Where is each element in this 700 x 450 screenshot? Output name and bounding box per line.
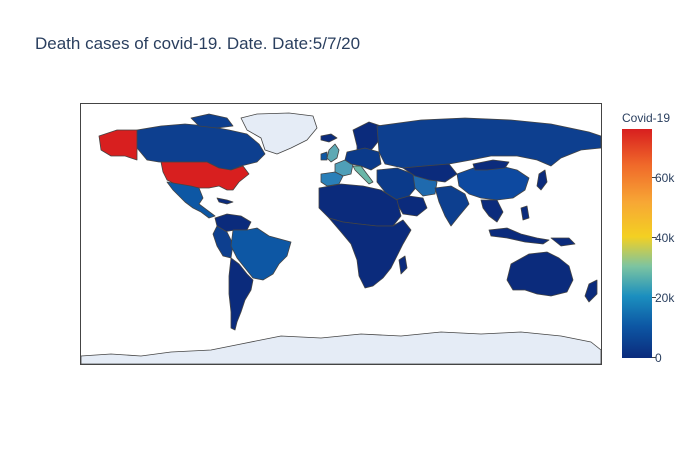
region-peru[interactable] [212,225,234,259]
colorbar-title: Covid-19 [622,111,671,125]
region-papua[interactable] [550,237,576,247]
region-central-asia[interactable] [402,163,458,183]
colorbar-tickmark [652,177,656,178]
region-italy[interactable] [352,165,374,185]
region-philippines[interactable] [520,205,530,221]
region-indonesia[interactable] [488,227,550,245]
region-china[interactable] [456,165,530,201]
region-mongolia[interactable] [472,159,510,171]
region-argentina-chile[interactable] [228,257,254,331]
region-arabia[interactable] [394,195,428,217]
region-madagascar[interactable] [398,255,408,275]
region-australia[interactable] [506,251,574,297]
region-new-zealand[interactable] [584,279,598,303]
region-alaska[interactable] [98,129,138,161]
region-southeast-asia[interactable] [480,199,504,223]
colorbar-tick-label: 40k [655,231,675,245]
colorbar-tick-label: 60k [655,171,675,185]
world-map[interactable] [80,103,602,365]
colorbar-tickmark [652,237,656,238]
region-greenland[interactable] [240,112,318,155]
colorbar-tick-label: 0 [655,351,662,365]
region-mexico[interactable] [166,181,216,219]
region-sub-saharan-africa[interactable] [328,217,412,289]
region-ireland[interactable] [320,151,328,161]
colorbar-tickmark [652,297,656,298]
region-scandinavia[interactable] [352,121,382,157]
colorbar-tickmark [652,357,656,358]
region-india[interactable] [434,185,470,227]
region-united-kingdom[interactable] [326,143,340,163]
region-caribbean[interactable] [216,197,234,205]
colorbar [622,129,652,358]
region-antarctica[interactable] [81,331,601,364]
region-iceland[interactable] [320,133,338,143]
region-japan[interactable] [536,169,548,191]
colorbar-tick-label: 20k [655,291,675,305]
map-title: Death cases of covid-19. Date. Date:5/7/… [35,34,361,53]
region-canada-islands[interactable] [190,113,234,129]
region-central-europe[interactable] [344,147,382,171]
region-brazil[interactable] [230,227,292,281]
world-map-svg [81,112,601,364]
